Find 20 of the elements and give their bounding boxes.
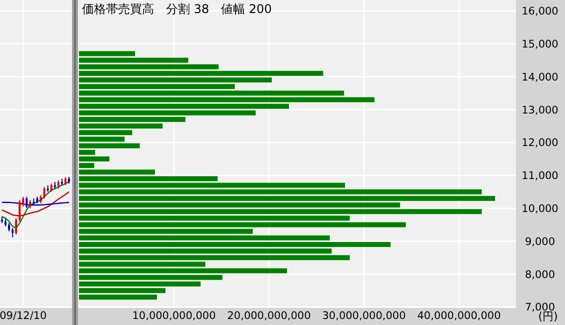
y-axis-title: (円) — [538, 310, 558, 323]
chart-title: 価格帯売買高 分割 38 値幅 200 — [82, 2, 272, 16]
y-tick-label: 12,000 — [522, 137, 558, 150]
x-tick-label: 40,000,000,000 — [417, 310, 501, 322]
y-tick-label: 9,000 — [524, 236, 556, 248]
candlestick — [12, 228, 14, 238]
y-tick-label: 8,000 — [524, 268, 556, 281]
y-tick-label: 16,000 — [522, 6, 558, 18]
y-tick-label: 10,000 — [522, 202, 558, 215]
x-tick-label: 30,000,000,000 — [322, 310, 406, 322]
x-tick-label: 20,000,000,000 — [227, 310, 311, 322]
candlestick — [15, 218, 18, 236]
candlestick — [18, 200, 21, 222]
y-tick-label: 14,000 — [522, 71, 558, 84]
y-tick-label: 13,000 — [522, 104, 558, 116]
x-tick-label: 10,000,000,000 — [132, 310, 216, 322]
candlestick — [43, 186, 46, 199]
x-tick-label: 09/12/10 — [0, 310, 47, 322]
y-tick-label: 15,000 — [522, 38, 558, 50]
y-tick-label: 11,000 — [522, 170, 558, 182]
